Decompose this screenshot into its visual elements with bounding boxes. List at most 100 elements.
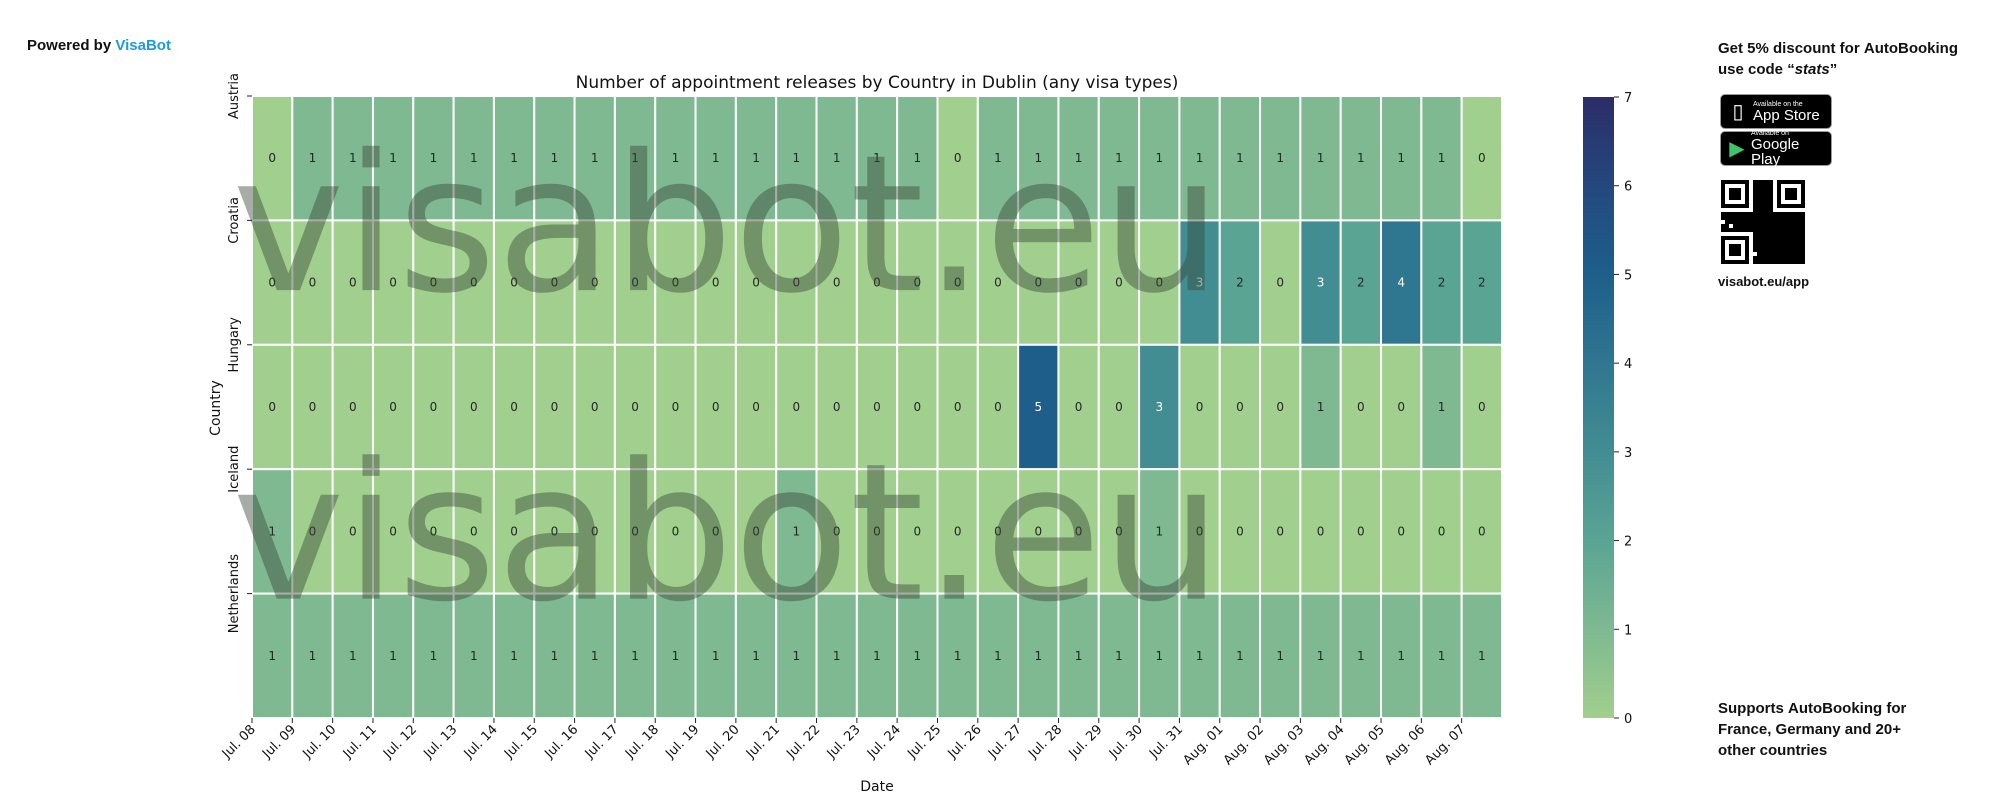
cell-value-label: 1 [349,649,357,663]
google-play-button[interactable]: ▶ Available on Google Play [1720,130,1832,168]
cell-value-label: 1 [1276,151,1284,165]
cell-value-label: 1 [631,151,639,165]
google-play-big: Google Play [1750,136,1800,168]
cell-value-label: 1 [994,151,1002,165]
heatmap-cell [1420,468,1463,595]
cell-value-label: 1 [994,649,1002,663]
cell-value-label: 1 [309,151,317,165]
heatmap-cell [251,95,294,222]
colorbar-tick-label: 4 [1624,357,1632,372]
y-axis-ticks: Austria Croatia Hungary Iceland Netherlands [227,73,252,633]
x-tick-label: Jul. 23 [824,722,864,762]
qr-code-icon[interactable] [1721,180,1805,264]
heatmap-cell [1460,592,1503,719]
heatmap-cell [533,592,576,719]
cell-value-label: 0 [712,400,720,414]
heatmap-cell [896,592,939,719]
cell-value-label: 1 [268,649,276,663]
cell-value-label: 0 [510,276,518,290]
cell-value-label: 0 [833,276,841,290]
colorbar-tick-label: 2 [1624,535,1632,550]
heatmap-cell [734,219,778,346]
cell-value-label: 0 [954,276,962,290]
heatmap-cell [1420,592,1463,719]
support-text: Supports AutoBooking for France, Germany… [1718,698,1938,761]
heatmap-cell [371,95,415,222]
cell-value-label: 0 [1155,276,1163,290]
heatmap-chart: Number of appointment releases by Countr… [208,73,1632,795]
heatmap-cell [371,468,415,595]
google-play-small: Available on [1750,130,1789,137]
powered-prefix: Powered by [27,37,112,54]
cell-value-label: 1 [672,649,680,663]
app-store-button[interactable]: ▯ Available on the App Store [1720,94,1832,129]
x-axis-label: Date [860,779,893,795]
y-tick-label: Hungary [227,317,242,373]
heatmap-cell [855,343,899,471]
heatmap-cell [1460,219,1503,346]
visabot-brand-link[interactable]: VisaBot [115,37,171,54]
cell-value-label: 1 [752,649,760,663]
chart-title: Number of appointment releases by Countr… [576,73,1179,93]
cell-value-label: 1 [430,649,438,663]
heatmap-cell [371,343,415,471]
heatmap-cell [1097,95,1141,222]
google-play-icon: ▶ [1729,138,1745,160]
heatmap-cell [613,468,657,595]
cell-value-label: 2 [1478,276,1486,290]
cell-value-label: 0 [752,524,760,538]
cell-value-label: 0 [1236,524,1244,538]
heatmap-cell [1339,95,1383,222]
heatmap-cell [492,468,536,595]
cell-value-label: 1 [510,151,518,165]
cell-value-label: 0 [914,524,922,538]
heatmap-cell [694,592,737,719]
qr-label[interactable]: visabot.eu/app [1718,274,1810,289]
cell-value-label: 1 [389,151,397,165]
cell-value-label: 1 [954,649,962,663]
cell-value-label: 1 [873,151,881,165]
cell-value-label: 0 [672,400,680,414]
cell-value-label: 1 [1034,151,1042,165]
heatmap-cell [775,592,818,719]
heatmap-cell [331,219,374,346]
cell-value-label: 1 [1196,649,1204,663]
cell-value-label: 1 [1317,400,1325,414]
x-tick-label: Aug. 04 [1301,722,1347,768]
heatmap-cell [251,468,294,595]
watermark: visabot.eu visabot.eu [232,114,1222,644]
cell-value-label: 0 [994,524,1002,538]
cell-value-label: 1 [551,151,559,165]
heatmap-cell [1138,343,1181,471]
cell-value-label: 0 [591,524,599,538]
cell-value-label: 0 [349,276,357,290]
heatmap-cell [1057,592,1100,719]
heatmap-cell [734,592,778,719]
cell-value-label: 0 [1075,276,1083,290]
cell-value-label: 0 [510,400,518,414]
heatmap-cell [331,95,374,222]
cell-value-label: 1 [591,151,599,165]
cell-value-label: 0 [1276,276,1284,290]
heatmap-cell [573,468,616,595]
cell-value-label: 1 [389,649,397,663]
heatmap-cell [1017,592,1060,719]
colorbar-tick-label: 3 [1624,446,1632,461]
heatmap-cell [1138,219,1181,346]
cell-value-label: 0 [1397,400,1405,414]
cell-value-label: 0 [712,524,720,538]
cell-value-label: 1 [1397,649,1405,663]
cell-value-label: 1 [1317,151,1325,165]
heatmap-cell [452,343,495,471]
cell-value-label: 2 [1357,276,1365,290]
cell-value-label: 1 [349,151,357,165]
cell-value-label: 0 [672,524,680,538]
cell-value-label: 0 [752,276,760,290]
cell-value-label: 0 [994,276,1002,290]
heatmap-cell [694,95,737,222]
promo-line1-brand: AutoBooking [1863,40,1959,57]
cell-value-label: 0 [268,151,276,165]
cell-value-label: 1 [1438,649,1446,663]
cell-value-label: 0 [389,524,397,538]
heatmap-cell [1097,468,1141,595]
